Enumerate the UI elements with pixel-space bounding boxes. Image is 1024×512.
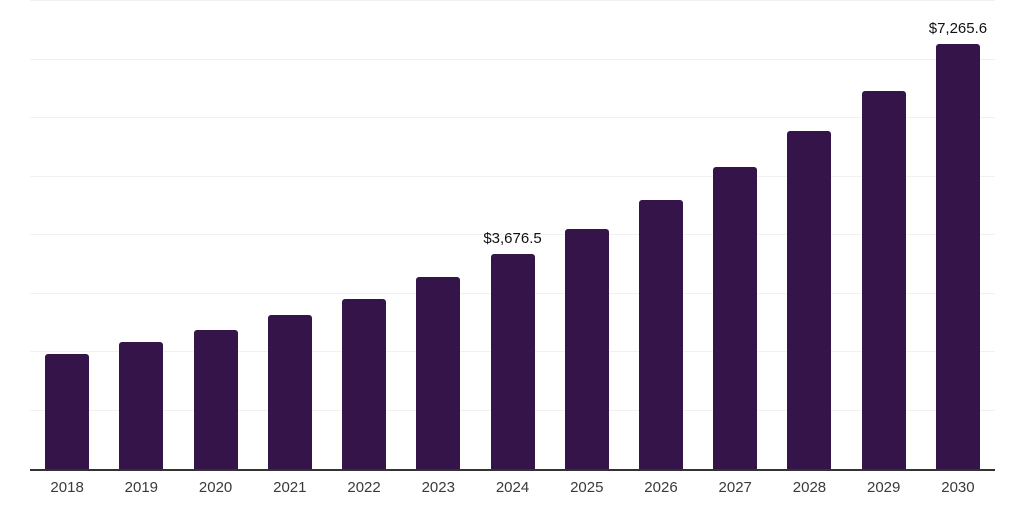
bar-column-2018 [30,1,104,469]
bar-2021 [267,315,312,469]
data-label-2024: $3,676.5 [483,229,542,247]
bar-column-2021 [253,1,327,469]
bar-2027 [713,166,758,469]
bar-column-2020 [178,1,252,469]
x-tick-2027: 2027 [718,479,752,496]
gridline-8000 [30,0,995,1]
x-tick-2024: 2024 [495,479,530,496]
bar-column-2025 [550,1,624,469]
x-tick-2028: 2028 [792,479,827,496]
gridline-6000 [30,117,995,118]
bar-column-2029 [847,1,921,469]
bar-2030 [935,44,980,469]
x-tick-2021: 2021 [273,479,307,496]
bars-row: $3,676.5 $7,265.6 [30,1,995,469]
data-label-2030: $7,265.6 [928,20,988,37]
bar-2020 [193,330,238,469]
x-tick-2020: 2020 [198,479,233,496]
gridline-4000 [30,234,995,235]
bar-column-2026 [624,1,698,469]
bar-2018 [45,354,90,469]
x-tick-2019: 2019 [124,479,159,496]
bar-column-2023 [401,1,475,469]
bar-2022 [342,298,387,469]
x-axis-labels: 2018 2019 2020 2021 2022 2023 2024 2025 2026 2027… [30,478,995,498]
bar-2019 [119,342,164,469]
x-tick-2029: 2029 [867,479,901,496]
x-tick-2023: 2023 [421,479,455,496]
bar-column-2019 [104,1,178,469]
bar-2024 [490,253,535,469]
gridline-5000 [30,175,995,177]
bar-column-2027 [698,1,772,469]
gridline-7000 [30,58,995,60]
bar-2025 [564,229,609,469]
x-tick-2025: 2025 [570,479,604,496]
x-tick-2018: 2018 [50,479,84,496]
bar-column-2024: $3,676.5 [475,1,549,469]
x-tick-2026: 2026 [644,479,678,496]
bar-column-2030: $7,265.6 [921,1,995,469]
bar-column-2022 [327,1,401,469]
plot-area: $3,676.5 $7,265.6 [30,0,995,471]
bar-column-2028 [772,1,846,469]
x-tick-2022: 2022 [347,479,381,496]
bar-2029 [861,90,906,469]
bar-2026 [638,199,683,469]
bar-2023 [416,276,461,469]
x-tick-2030: 2030 [941,479,975,496]
bar-2028 [787,130,832,469]
